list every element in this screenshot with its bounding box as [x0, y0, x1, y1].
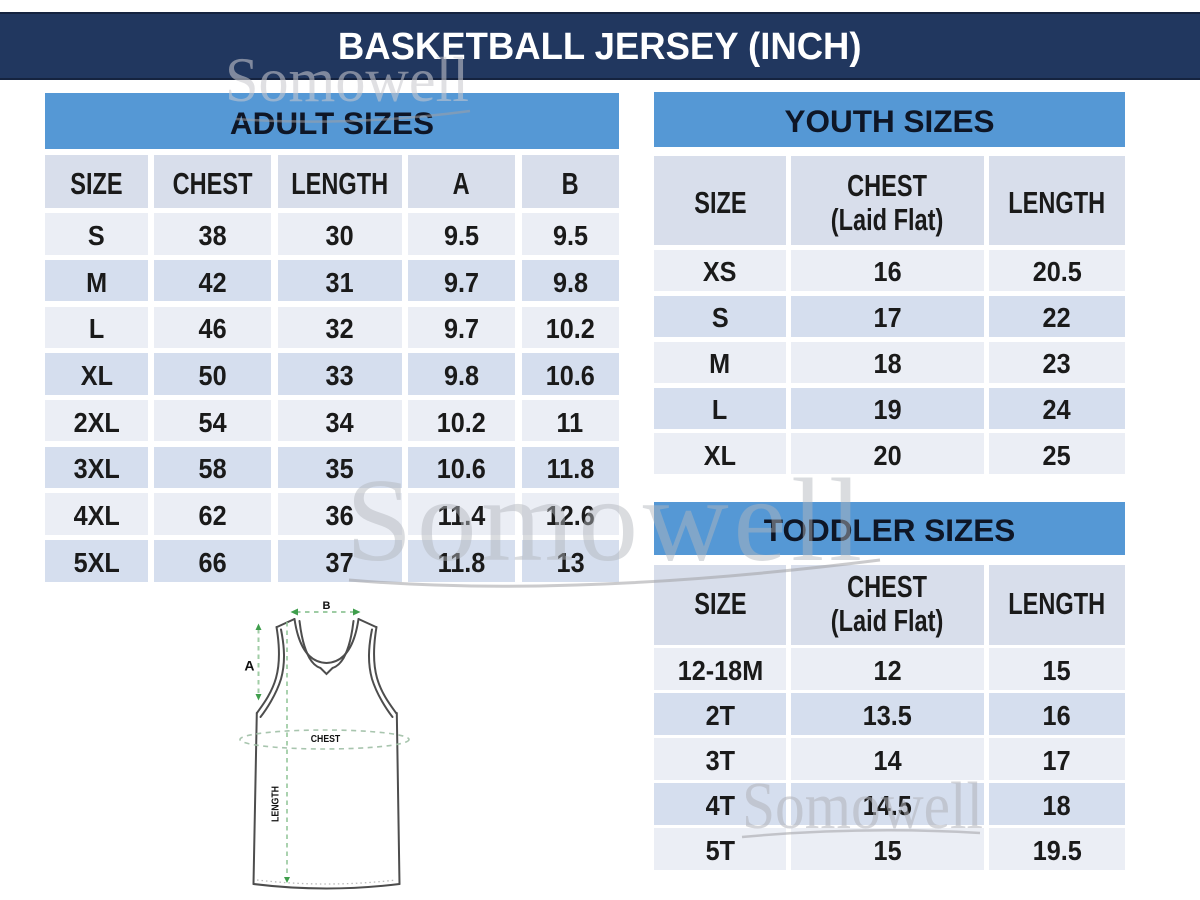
svg-text:B: B: [323, 600, 331, 612]
svg-text:A: A: [244, 658, 254, 674]
svg-text:CHEST: CHEST: [311, 733, 341, 745]
svg-text:Somowell: Somowell: [225, 44, 469, 115]
svg-text:LENGTH: LENGTH: [269, 786, 281, 822]
svg-text:Somowell: Somowell: [346, 454, 862, 586]
